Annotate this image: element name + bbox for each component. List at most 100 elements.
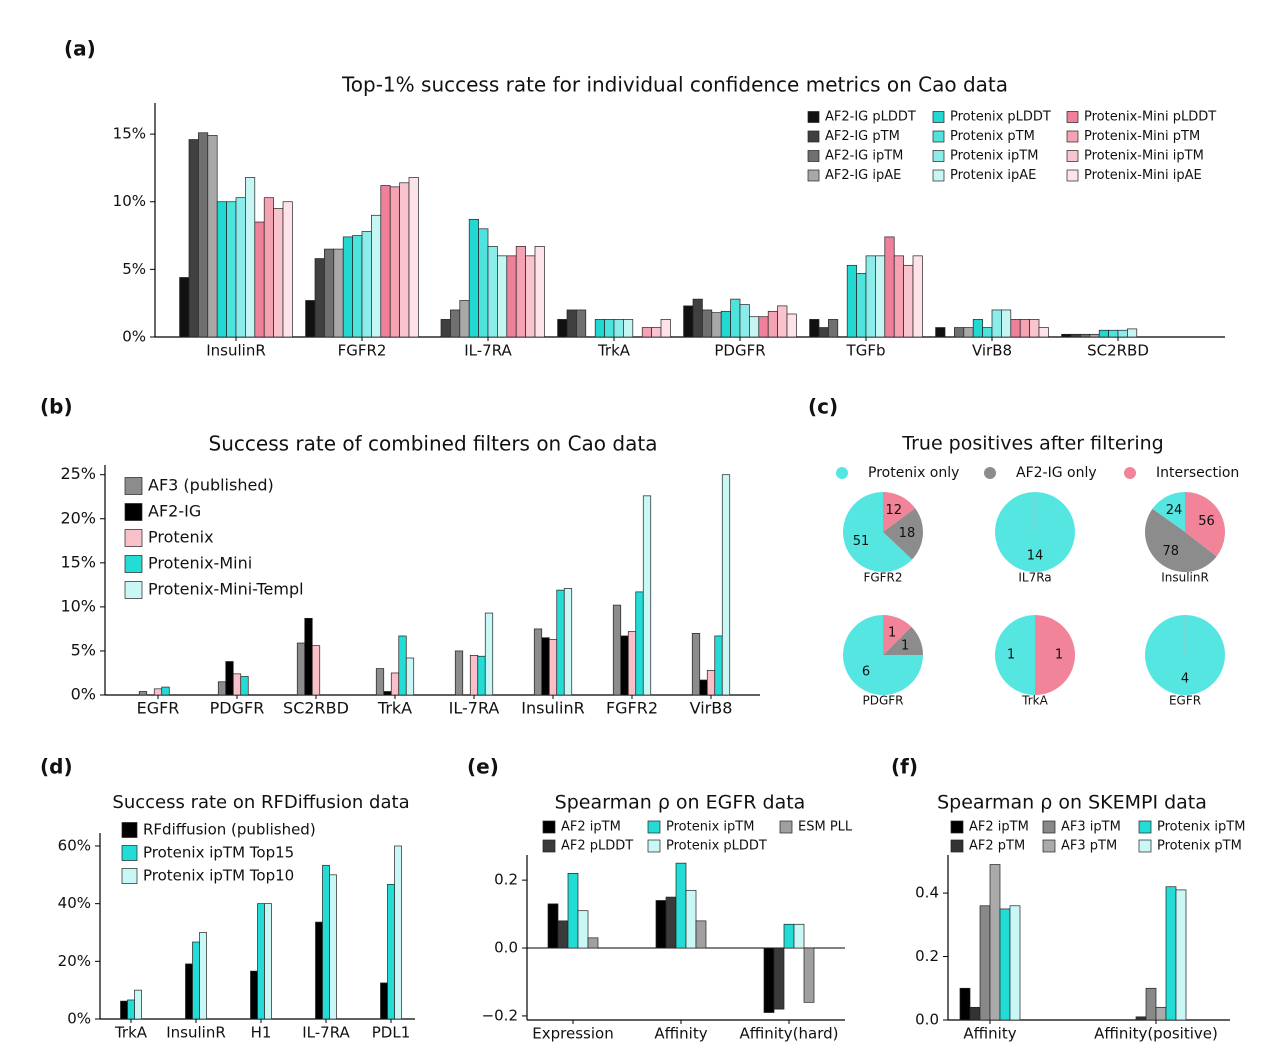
- bar: [935, 327, 946, 338]
- bar: [305, 300, 316, 338]
- bar: [263, 197, 274, 338]
- bar: [576, 309, 587, 338]
- x-tick-label: IL-7RA: [464, 342, 512, 360]
- x-tick-label: Affinity: [654, 1025, 707, 1043]
- bar: [1029, 319, 1040, 338]
- x-tick-label: TrkA: [114, 1024, 148, 1042]
- pie-slice: [995, 615, 1035, 695]
- bar: [1061, 333, 1072, 338]
- bar: [232, 673, 242, 696]
- bar: [963, 327, 974, 338]
- bar: [809, 319, 820, 338]
- bar: [477, 655, 486, 696]
- bar: [665, 896, 677, 949]
- bar: [612, 604, 622, 696]
- bar: [548, 639, 558, 696]
- bar: [454, 650, 464, 696]
- bar: [777, 305, 788, 338]
- legend-label: AF2 pLDDT: [561, 839, 633, 854]
- bar: [641, 327, 652, 338]
- bar: [828, 319, 839, 338]
- legend-label: Protenix-Mini pLDDT: [1084, 110, 1216, 125]
- bar: [207, 135, 218, 338]
- legend-swatch: [950, 839, 964, 853]
- legend-swatch: [1066, 169, 1079, 182]
- legend-label: AF2-IG ipAE: [825, 168, 901, 183]
- bar: [240, 676, 249, 696]
- bar: [185, 963, 193, 1020]
- y-tick-label: 10%: [113, 192, 146, 210]
- slice-label: 51: [853, 534, 870, 549]
- pie-slice: [883, 626, 923, 655]
- legend-swatch: [932, 130, 945, 143]
- bar: [991, 309, 1002, 338]
- x-tick-label: VirB8: [972, 342, 1012, 360]
- x-tick-label: SC2RBD: [283, 699, 349, 718]
- bar: [375, 668, 385, 696]
- bar: [235, 197, 246, 338]
- chart-title: Spearman ρ on EGFR data: [555, 792, 806, 814]
- bar: [587, 937, 599, 949]
- y-tick-label: 60%: [58, 836, 91, 854]
- bar: [273, 208, 284, 338]
- bar: [675, 862, 687, 949]
- legend-label: RFdiffusion (published): [143, 821, 316, 839]
- x-tick-label: FGFR2: [338, 342, 387, 360]
- bar: [264, 903, 272, 1020]
- bar: [702, 309, 713, 338]
- legend-label: AF2-IG pTM: [825, 129, 900, 144]
- y-tick-label: −0.2: [482, 1006, 518, 1024]
- bar: [179, 277, 190, 338]
- bar: [749, 316, 760, 338]
- bar: [556, 589, 565, 696]
- bar: [969, 1006, 981, 1021]
- bar: [1070, 333, 1081, 338]
- bar: [627, 631, 637, 696]
- bar: [763, 947, 775, 1013]
- bar: [1080, 333, 1091, 338]
- bar: [982, 327, 993, 338]
- bar: [534, 246, 545, 338]
- x-tick-label: SC2RBD: [1087, 342, 1149, 360]
- legend-label: Protenix pLDDT: [950, 110, 1051, 125]
- bar: [721, 474, 731, 696]
- legend-swatch: [124, 555, 143, 573]
- pie-slice: [1185, 492, 1225, 557]
- bar: [408, 177, 419, 338]
- y-tick-label: 15%: [60, 552, 96, 571]
- bar: [120, 1000, 128, 1020]
- pie-slice: [1144, 508, 1217, 573]
- x-tick-label: EGFR: [137, 699, 180, 718]
- bar: [1001, 309, 1012, 338]
- bar: [803, 947, 815, 1003]
- legend-swatch: [1042, 839, 1056, 853]
- bar: [577, 910, 589, 949]
- bar: [567, 872, 579, 949]
- pie-label: EGFR: [1169, 694, 1201, 708]
- panel-label: (c): [808, 395, 838, 419]
- pie-slice: [1152, 492, 1185, 532]
- bar: [440, 319, 451, 338]
- y-tick-label: 0.0: [494, 939, 518, 957]
- x-tick-label: InsulinR: [166, 1024, 226, 1042]
- bar: [342, 236, 353, 338]
- bar: [691, 632, 701, 696]
- bar: [469, 654, 479, 696]
- bar: [1175, 889, 1187, 1021]
- bar: [692, 298, 703, 338]
- bar: [865, 255, 876, 338]
- legend-label: AF3 pTM: [1061, 839, 1117, 854]
- y-tick-label: 0%: [122, 328, 146, 346]
- legend-swatch: [121, 845, 138, 861]
- x-tick-label: TGFb: [846, 342, 886, 360]
- x-tick-label: InsulinR: [521, 699, 584, 718]
- legend-marker: [1124, 467, 1136, 479]
- bar: [254, 221, 265, 338]
- legend-label: Protenix pLDDT: [666, 839, 767, 854]
- bar: [685, 889, 697, 949]
- legend-label: AF2 pTM: [969, 839, 1025, 854]
- legend-swatch: [1066, 111, 1079, 123]
- bar: [683, 305, 694, 338]
- legend-swatch: [124, 503, 143, 521]
- legend-swatch: [1138, 839, 1152, 853]
